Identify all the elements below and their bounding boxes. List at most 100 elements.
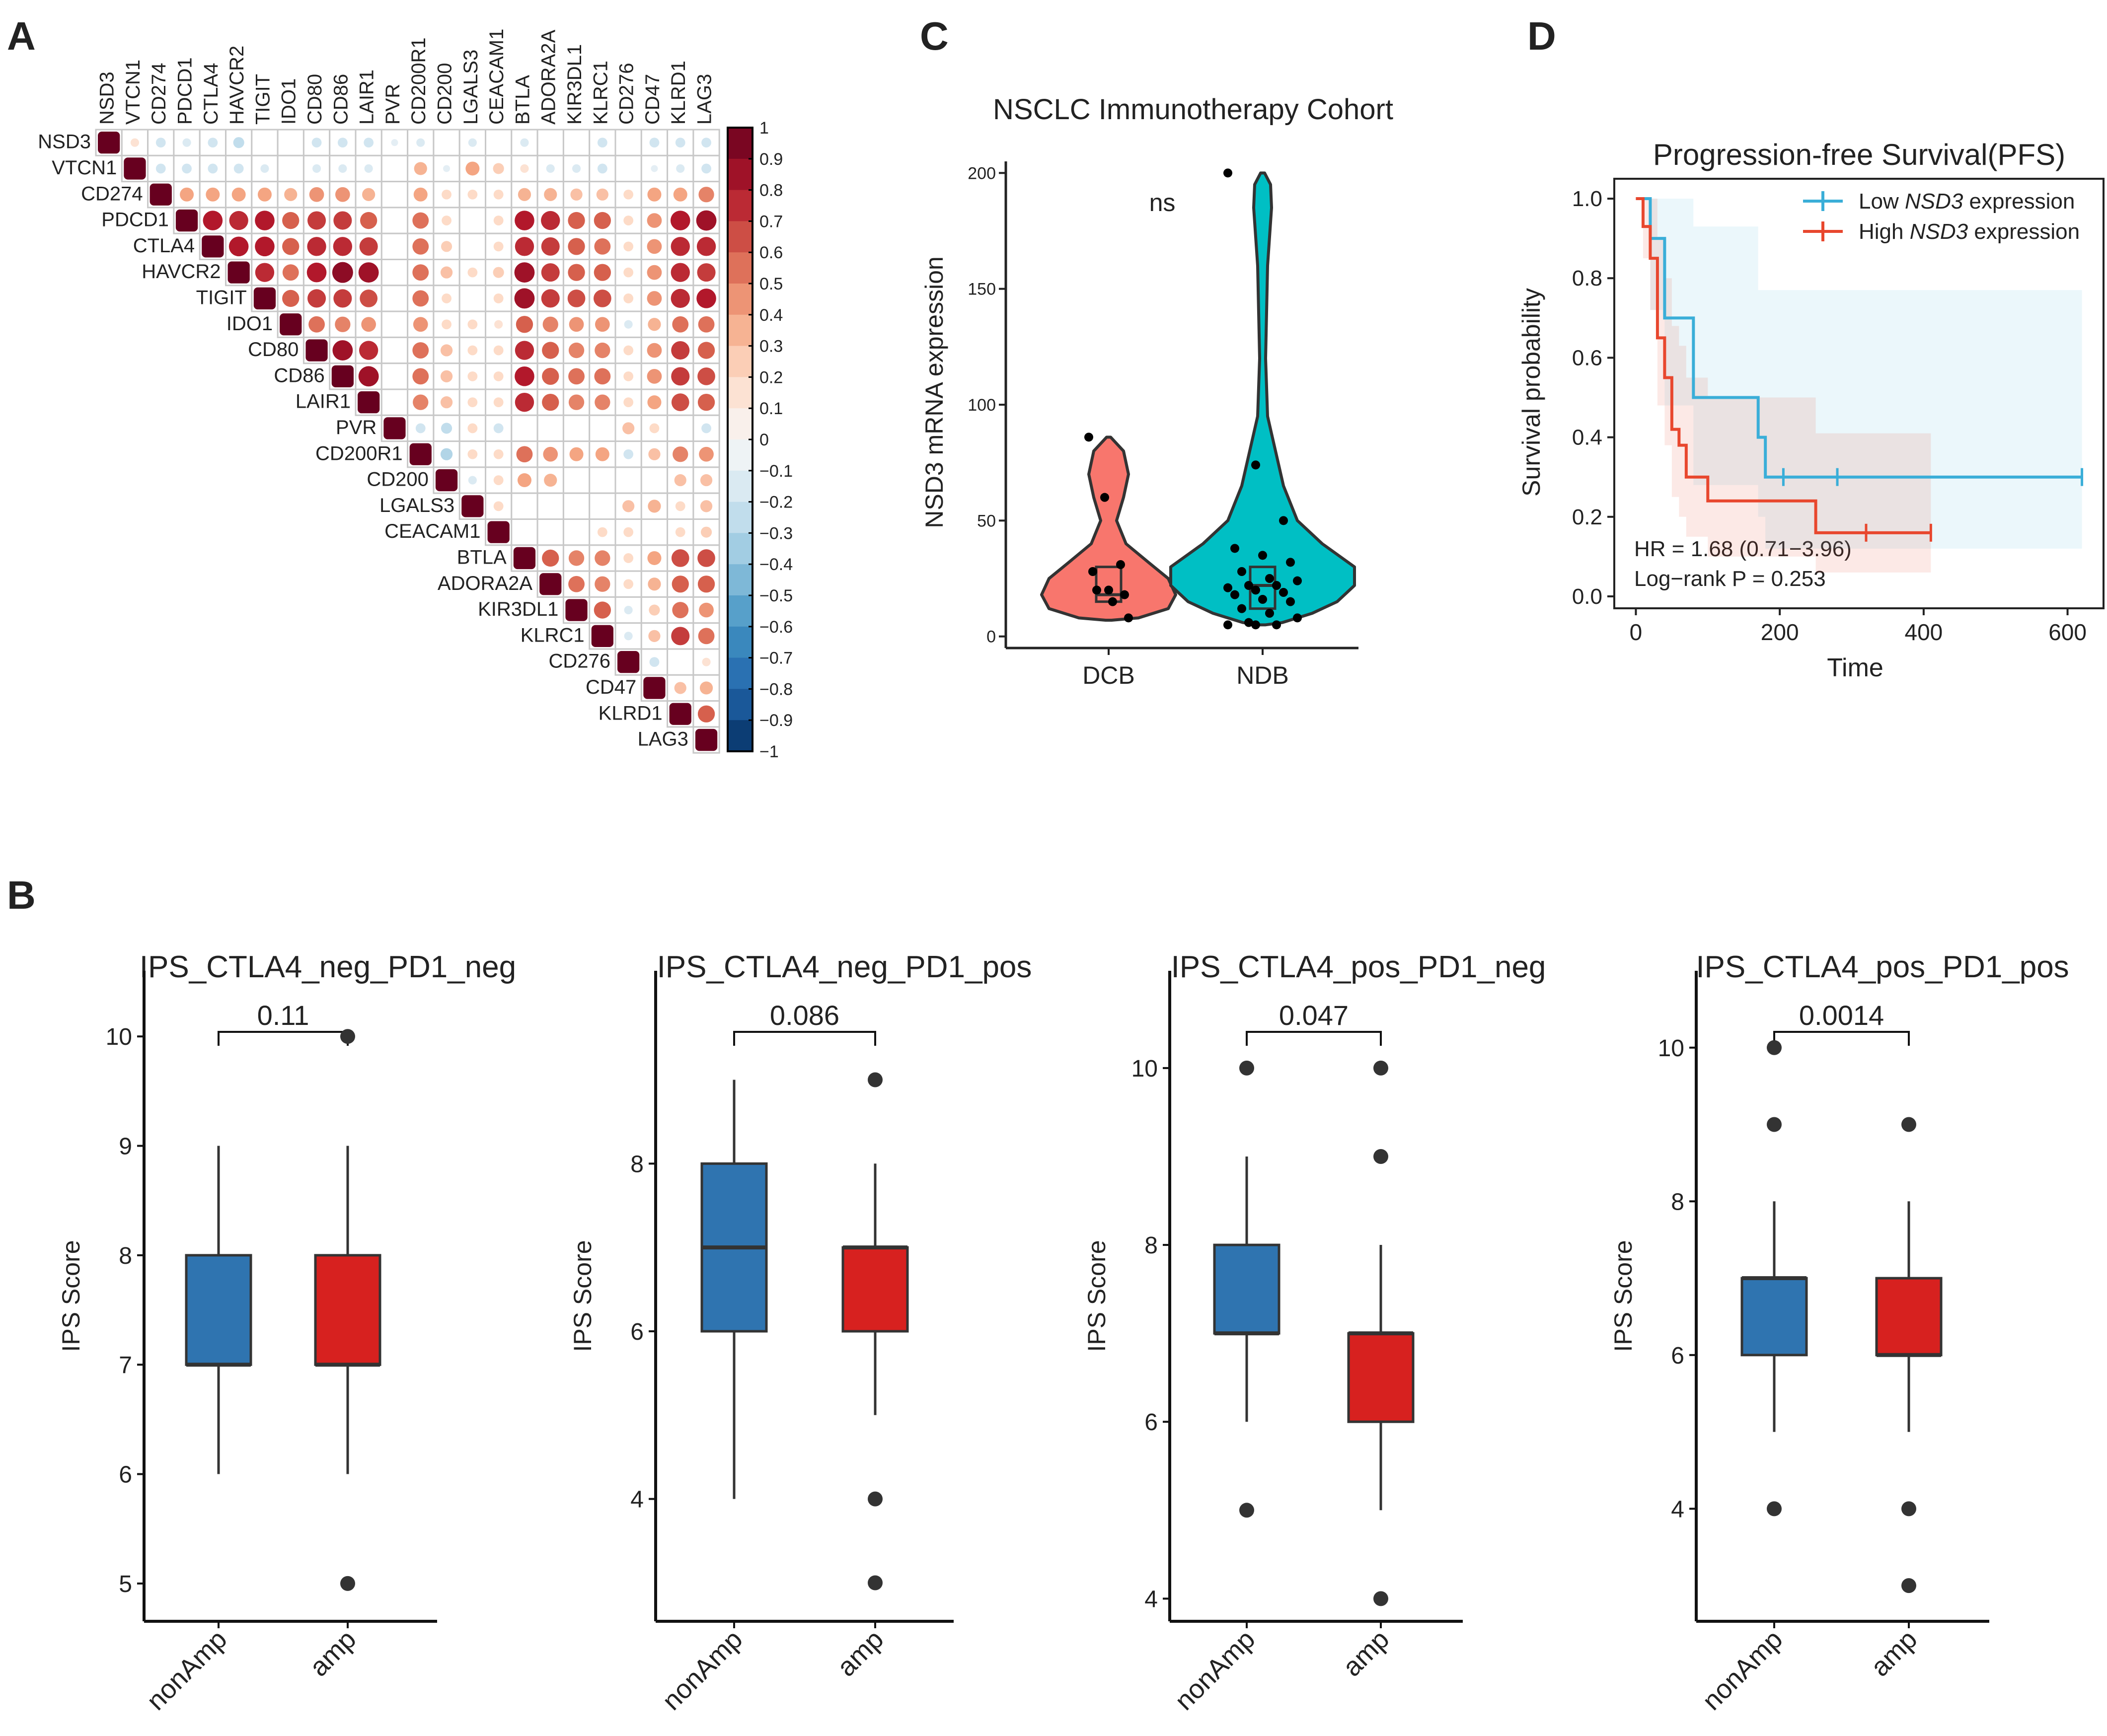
box-rect xyxy=(1347,1332,1415,1423)
corr-circle xyxy=(516,316,533,333)
colorbar-tick-label: −0.2 xyxy=(759,493,793,512)
corr-cell xyxy=(562,518,591,546)
corr-circle xyxy=(333,237,353,256)
corr-circle xyxy=(514,262,535,283)
corr-row-label: LAG3 xyxy=(638,728,688,750)
corr-col-label: LAIR1 xyxy=(356,70,378,125)
corr-circle xyxy=(698,628,715,645)
corr-circle xyxy=(493,397,504,408)
colorbar-segment xyxy=(728,626,752,658)
corr-row-label: VTCN1 xyxy=(52,157,117,179)
pvalue-bracket xyxy=(1773,1031,1910,1046)
corr-cell xyxy=(614,154,642,183)
corr-col-label: CD276 xyxy=(616,63,638,125)
corr-circle xyxy=(335,316,351,332)
corr-circle xyxy=(544,473,557,487)
corr-circle xyxy=(440,266,453,279)
corr-cell xyxy=(536,492,564,520)
km-legend-high-suffix: expression xyxy=(1968,219,2080,244)
panel-label-b: B xyxy=(7,873,36,917)
violin-point xyxy=(1244,618,1253,627)
corr-circle xyxy=(696,210,717,231)
corr-row-label: LGALS3 xyxy=(379,495,454,516)
corr-circle xyxy=(255,211,275,230)
corr-circle xyxy=(675,501,685,511)
corr-col-label: PDCD1 xyxy=(174,57,196,125)
violin-point xyxy=(1104,585,1113,595)
corr-circle xyxy=(595,576,610,592)
box-y-tick-label: 10 xyxy=(1658,1035,1684,1062)
violin-point xyxy=(1092,585,1101,595)
colorbar-segment xyxy=(728,595,752,627)
colorbar-tick-label: −0.1 xyxy=(759,462,793,481)
corr-col-label: LGALS3 xyxy=(460,50,482,125)
corr-diagonal xyxy=(617,651,640,673)
corr-circle xyxy=(467,397,478,408)
corr-circle xyxy=(493,293,504,303)
colorbar-segment xyxy=(728,657,752,690)
corr-circle xyxy=(698,187,714,203)
corr-circle xyxy=(542,549,559,567)
corr-cell xyxy=(640,518,669,546)
violin-point xyxy=(1230,590,1239,599)
violin-point xyxy=(1223,620,1232,630)
box-ylabel: IPS Score xyxy=(1083,1240,1111,1352)
corr-row-label: CTLA4 xyxy=(133,235,195,257)
violin-point xyxy=(1293,576,1302,585)
corr-circle xyxy=(623,293,634,303)
corr-circle xyxy=(364,164,373,173)
colorbar-segment xyxy=(728,284,752,315)
corr-row-label: KIR3DL1 xyxy=(478,598,558,620)
corr-circle xyxy=(700,500,713,512)
corr-circle xyxy=(514,288,535,309)
corr-circle xyxy=(541,289,560,308)
corr-circle xyxy=(440,396,453,409)
corr-circle xyxy=(307,237,326,256)
corr-diagonal xyxy=(202,235,224,258)
violin-point xyxy=(1272,581,1281,590)
corr-circle xyxy=(597,527,607,537)
corr-circle xyxy=(260,164,269,173)
corr-circle xyxy=(415,423,426,434)
km-x-tick-label: 200 xyxy=(1761,619,1799,645)
km-xlabel: Time xyxy=(1827,653,1883,682)
corr-circle xyxy=(595,317,610,332)
violin-title: NSCLC Immunotherapy Cohort xyxy=(993,93,1393,126)
corr-circle xyxy=(467,345,478,356)
corr-circle xyxy=(699,602,714,618)
violin-point xyxy=(1258,595,1267,604)
corr-cell xyxy=(380,259,409,287)
corr-cell xyxy=(380,129,409,156)
corr-circle xyxy=(203,211,223,230)
corr-diagonal xyxy=(280,313,302,336)
corr-circle xyxy=(542,316,558,332)
corr-diagonal xyxy=(643,677,666,699)
km-ci-band xyxy=(1636,199,2082,549)
colorbar-tick-label: 0.1 xyxy=(759,399,783,418)
corr-row-label: ADORA2A xyxy=(438,573,532,594)
corr-circle xyxy=(206,187,220,202)
corr-circle xyxy=(568,576,585,592)
violin-point xyxy=(1223,583,1232,592)
panel-label-d: D xyxy=(1527,14,1556,58)
km-x-tick-label: 600 xyxy=(2048,619,2087,645)
corr-cell xyxy=(380,154,409,183)
violin-point xyxy=(1251,620,1260,630)
colorbar-tick-label: 0.8 xyxy=(759,181,783,200)
corr-circle xyxy=(542,367,559,385)
corr-row-label: CEACAM1 xyxy=(384,520,480,542)
corr-circle xyxy=(544,188,557,201)
corr-col-label: LAG3 xyxy=(693,74,715,125)
corr-circle xyxy=(697,263,716,282)
corr-circle xyxy=(518,188,531,201)
corr-circle xyxy=(670,211,690,230)
box-ylabel: IPS Score xyxy=(1609,1240,1637,1352)
corr-circle xyxy=(672,576,689,593)
corr-circle xyxy=(570,188,583,201)
corr-row-label: BTLA xyxy=(457,546,507,568)
box-outlier xyxy=(340,1029,355,1044)
corr-cell xyxy=(329,129,357,156)
box-x-label: amp xyxy=(1865,1624,1923,1682)
corr-circle xyxy=(493,475,504,485)
corr-circle xyxy=(594,264,611,281)
